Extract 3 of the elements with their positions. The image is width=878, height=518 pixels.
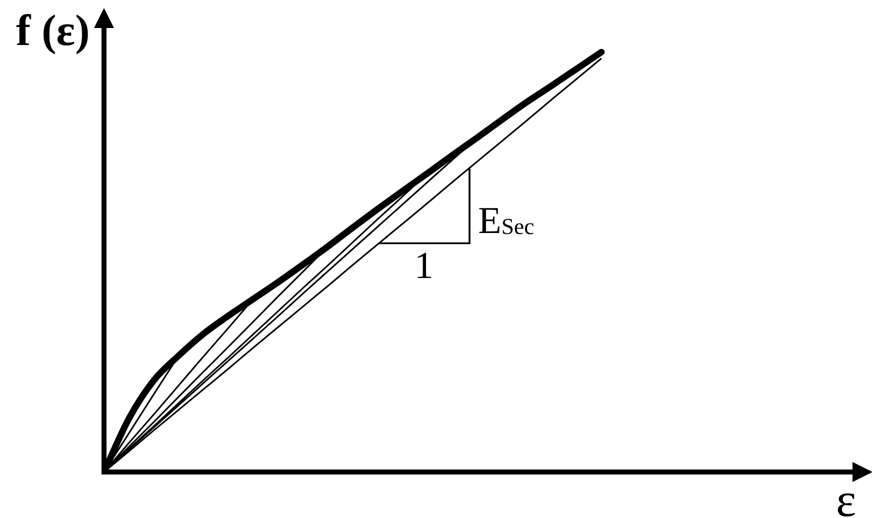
x-axis-title: ε [836,474,856,518]
annotation: 1 [414,244,434,287]
y-axis-title: f (ε) [16,6,90,55]
